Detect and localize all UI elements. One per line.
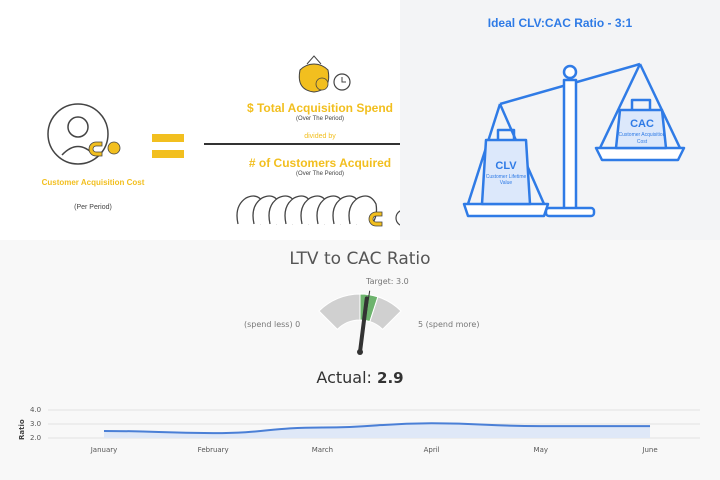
money-bag-clock-icon [298,55,351,93]
y-tick: 2.0 [30,434,42,442]
gauge-max-label: 5 (spend more) [418,320,480,329]
cac-label-title: Customer Acquisition Cost [41,178,145,187]
divided-by-text: divided by [304,133,336,140]
month-label: June [642,446,658,454]
customers-group-icon [236,195,413,227]
denominator-text: # of Customers Acquired [248,156,392,170]
equals-sign-top [152,134,184,142]
actual-label: Actual: [316,368,372,387]
month-label: May [533,446,549,454]
y-tick: 4.0 [30,406,42,414]
ratio-gauge [318,290,402,355]
cac-bag-title: CAC [630,118,654,130]
ltv-cac-dashboard: LTV to CAC Ratio Target: 3.0 (spend less… [0,240,720,480]
gauge-title: LTV to CAC Ratio [289,249,431,269]
gauge-needle-hub [357,349,363,355]
trend-line [103,422,650,435]
cac-bag-sub: Customer Acquisition Cost [618,132,666,145]
month-label: January [90,446,118,454]
actual-value: 2.9 [377,369,404,387]
month-label: April [423,446,440,454]
denominator-sub: (Over The Period) [296,171,344,177]
cac-formula-panel: Customer Acquisition Cost (Per Period) $… [0,0,442,240]
clv-cac-scale-panel: Ideal CLV:CAC Ratio - 3:1 CLV Customer L… [400,0,720,240]
month-axis: January February March April May June [48,446,700,458]
month-label: February [197,446,229,454]
clv-bag-title: CLV [495,160,517,172]
ratio-trend-chart [48,409,700,439]
gauge-band-low [318,293,361,331]
gauge-min-label: (spend less) 0 [244,320,301,329]
gauge-target-label: Target: 3.0 [366,277,409,286]
clv-bag-sub: Customer Lifetime Value [485,174,527,186]
cac-label-sub: (Per Period) [74,204,112,211]
y-tick: 3.0 [30,420,42,428]
numerator-text: $ Total Acquisition Spend [246,101,393,115]
chart-y-axis-label: Ratio [18,419,26,440]
ideal-ratio-title: Ideal CLV:CAC Ratio - 3:1 [487,16,633,30]
numerator-sub: (Over The Period) [296,116,344,122]
trend-area [104,423,650,438]
gauge-needle [358,296,369,354]
fraction-bar [204,143,442,145]
customer-magnet-icon [47,103,121,165]
equals-sign-bottom [152,150,184,158]
month-label: March [311,446,334,454]
actual-readout: Actual: 2.9 [300,368,420,387]
gauge-band-high [369,296,402,331]
balance-scale-icon [462,62,686,218]
